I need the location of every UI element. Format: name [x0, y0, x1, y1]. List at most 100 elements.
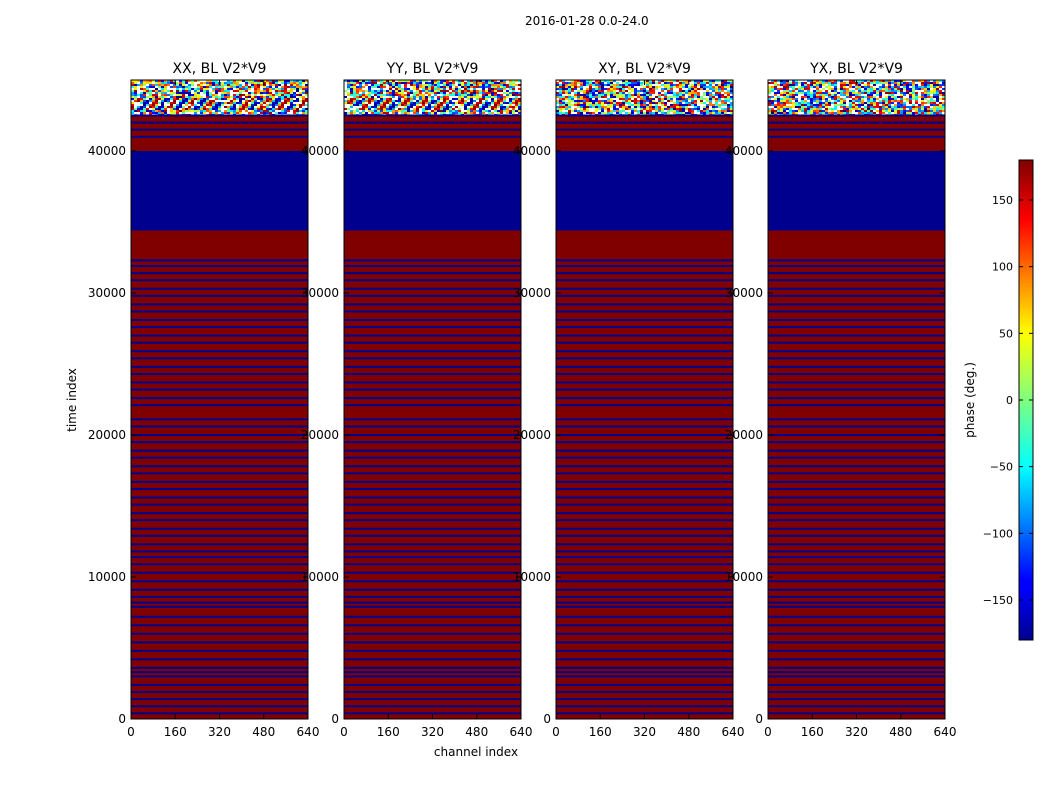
stripe-row — [131, 472, 308, 475]
x-tick-label: 320 — [845, 725, 868, 739]
stripe-row — [344, 580, 521, 583]
stripe-row — [131, 705, 308, 708]
stripe-row — [131, 503, 308, 506]
stripe-row — [131, 580, 308, 583]
stripe-row — [768, 550, 945, 553]
stripe-row — [344, 571, 521, 574]
stripe-row — [131, 294, 308, 297]
stripe-row — [344, 534, 521, 537]
stripe-row — [556, 318, 733, 321]
y-tick-label: 10000 — [88, 570, 126, 584]
stripe-row — [556, 341, 733, 344]
stripe-row — [344, 691, 521, 694]
stripe-row — [131, 265, 308, 268]
stripe-row — [131, 434, 308, 436]
stripe-row — [344, 712, 521, 715]
stripe-row — [344, 404, 521, 407]
stripe-row — [768, 641, 945, 644]
y-tick-label: 0 — [543, 712, 551, 726]
stripe-row — [131, 465, 308, 468]
stripe-row — [131, 683, 308, 686]
x-axis-label: channel index — [434, 745, 518, 759]
stripe-row — [344, 698, 521, 701]
stripe-row — [344, 705, 521, 708]
noise-region — [344, 80, 521, 117]
stripe-row — [768, 563, 945, 566]
y-tick-label: 10000 — [513, 570, 551, 584]
stripe-row — [556, 705, 733, 708]
stripe-row — [768, 456, 945, 459]
x-tick-label: 160 — [164, 725, 187, 739]
stripe-row — [131, 649, 308, 652]
stripe-row — [344, 519, 521, 522]
stripe-row — [344, 595, 521, 598]
stripe-row — [131, 381, 308, 384]
stripe-row — [344, 279, 521, 282]
stripe-row — [131, 571, 308, 574]
stripe-row — [768, 357, 945, 360]
stripe-row — [556, 712, 733, 715]
stripe-row — [556, 641, 733, 644]
stripe-row — [768, 272, 945, 275]
stripe-row — [768, 135, 945, 138]
y-tick-label: 20000 — [88, 428, 126, 442]
stripe-row — [344, 425, 521, 428]
panel-title: XY, BL V2*V9 — [598, 61, 691, 77]
stripe-row — [556, 698, 733, 701]
stripe-row — [768, 265, 945, 268]
stripe-row — [131, 357, 308, 360]
stripe-row — [556, 480, 733, 483]
stripe-row — [131, 418, 308, 421]
stripe-row — [344, 350, 521, 353]
x-tick-label: 480 — [252, 725, 275, 739]
stripe-row — [556, 121, 733, 124]
x-tick-label: 0 — [340, 725, 348, 739]
colorbar-tick-label: 100 — [992, 261, 1013, 274]
stripe-row — [131, 135, 308, 138]
stripe-row — [556, 496, 733, 499]
x-tick-label: 640 — [297, 725, 320, 739]
stripe-row — [556, 605, 733, 608]
stripe-row — [344, 303, 521, 306]
stripe-row — [556, 487, 733, 490]
stripe-row — [344, 456, 521, 459]
stripe-row — [768, 318, 945, 321]
stripe-row — [344, 388, 521, 391]
stripe-row — [556, 404, 733, 407]
stripe-row — [768, 303, 945, 306]
stripe-row — [344, 449, 521, 452]
stripe-row — [556, 294, 733, 297]
x-tick-label: 640 — [722, 725, 745, 739]
stripe-row — [556, 310, 733, 313]
stripe-row — [556, 571, 733, 574]
stripe-row — [768, 571, 945, 574]
stripe-row — [768, 259, 945, 262]
x-tick-label: 480 — [465, 725, 488, 739]
stripe-row — [131, 605, 308, 608]
stripe-row — [344, 666, 521, 669]
y-tick-label: 0 — [118, 712, 126, 726]
x-tick-label: 320 — [421, 725, 444, 739]
stripe-row — [556, 527, 733, 530]
stripe-row — [768, 310, 945, 313]
stripe-row — [131, 480, 308, 483]
stripe-row — [768, 326, 945, 329]
stripe-row — [344, 550, 521, 553]
x-tick-label: 480 — [889, 725, 912, 739]
stripe-row — [768, 649, 945, 652]
stripe-row — [131, 588, 308, 591]
stripe-row — [344, 441, 521, 444]
stripe-row — [344, 658, 521, 661]
stripe-row — [131, 496, 308, 499]
phase-block — [344, 151, 521, 231]
stripe-row — [556, 512, 733, 515]
panel-title: YX, BL V2*V9 — [809, 61, 903, 77]
colorbar-tick-label: −100 — [983, 527, 1013, 540]
x-tick-label: 160 — [589, 725, 612, 739]
stripe-row — [768, 671, 945, 674]
y-tick-label: 40000 — [88, 144, 126, 158]
stripe-row — [768, 712, 945, 715]
stripe-row — [131, 666, 308, 669]
stripe-row — [768, 334, 945, 337]
